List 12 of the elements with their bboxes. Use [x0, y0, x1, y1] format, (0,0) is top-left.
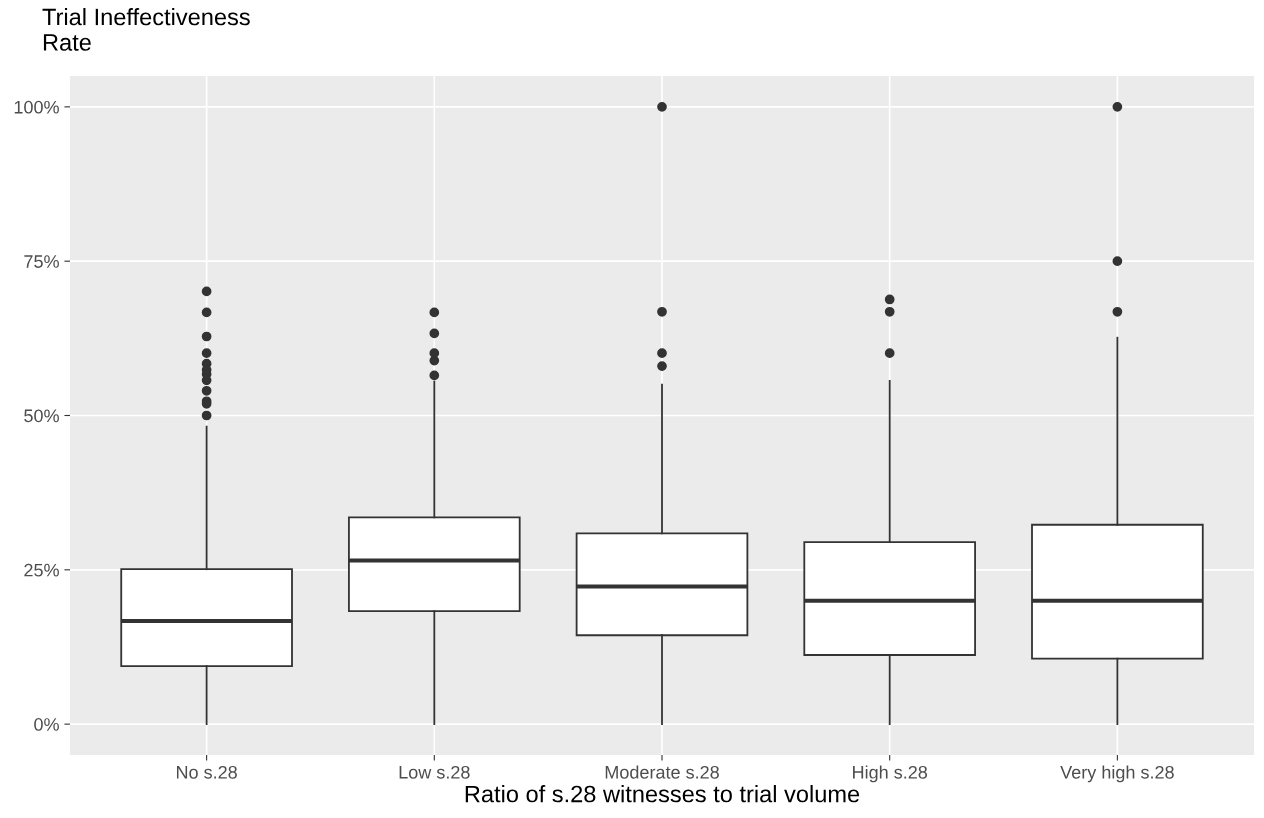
- x-axis-title: Ratio of s.28 witnesses to trial volume: [465, 785, 860, 803]
- x-tick-label: High s.28: [853, 765, 928, 783]
- x-tick-label: Moderate s.28: [605, 765, 719, 779]
- y-tick-label: 100%: [14, 100, 59, 114]
- y-tick-label: 0%: [34, 718, 59, 731]
- x-tick-label: Very high s.28: [1060, 765, 1174, 783]
- x-tick-label: Low s.28: [399, 765, 470, 779]
- x-tick-label: No s.28: [176, 765, 237, 779]
- y-tick-label: 50%: [24, 409, 59, 423]
- y-axis-title: Trial Ineffectiveness Rate: [42, 8, 250, 51]
- y-tick-label: 75%: [24, 255, 59, 268]
- y-tick-label: 25%: [24, 563, 59, 577]
